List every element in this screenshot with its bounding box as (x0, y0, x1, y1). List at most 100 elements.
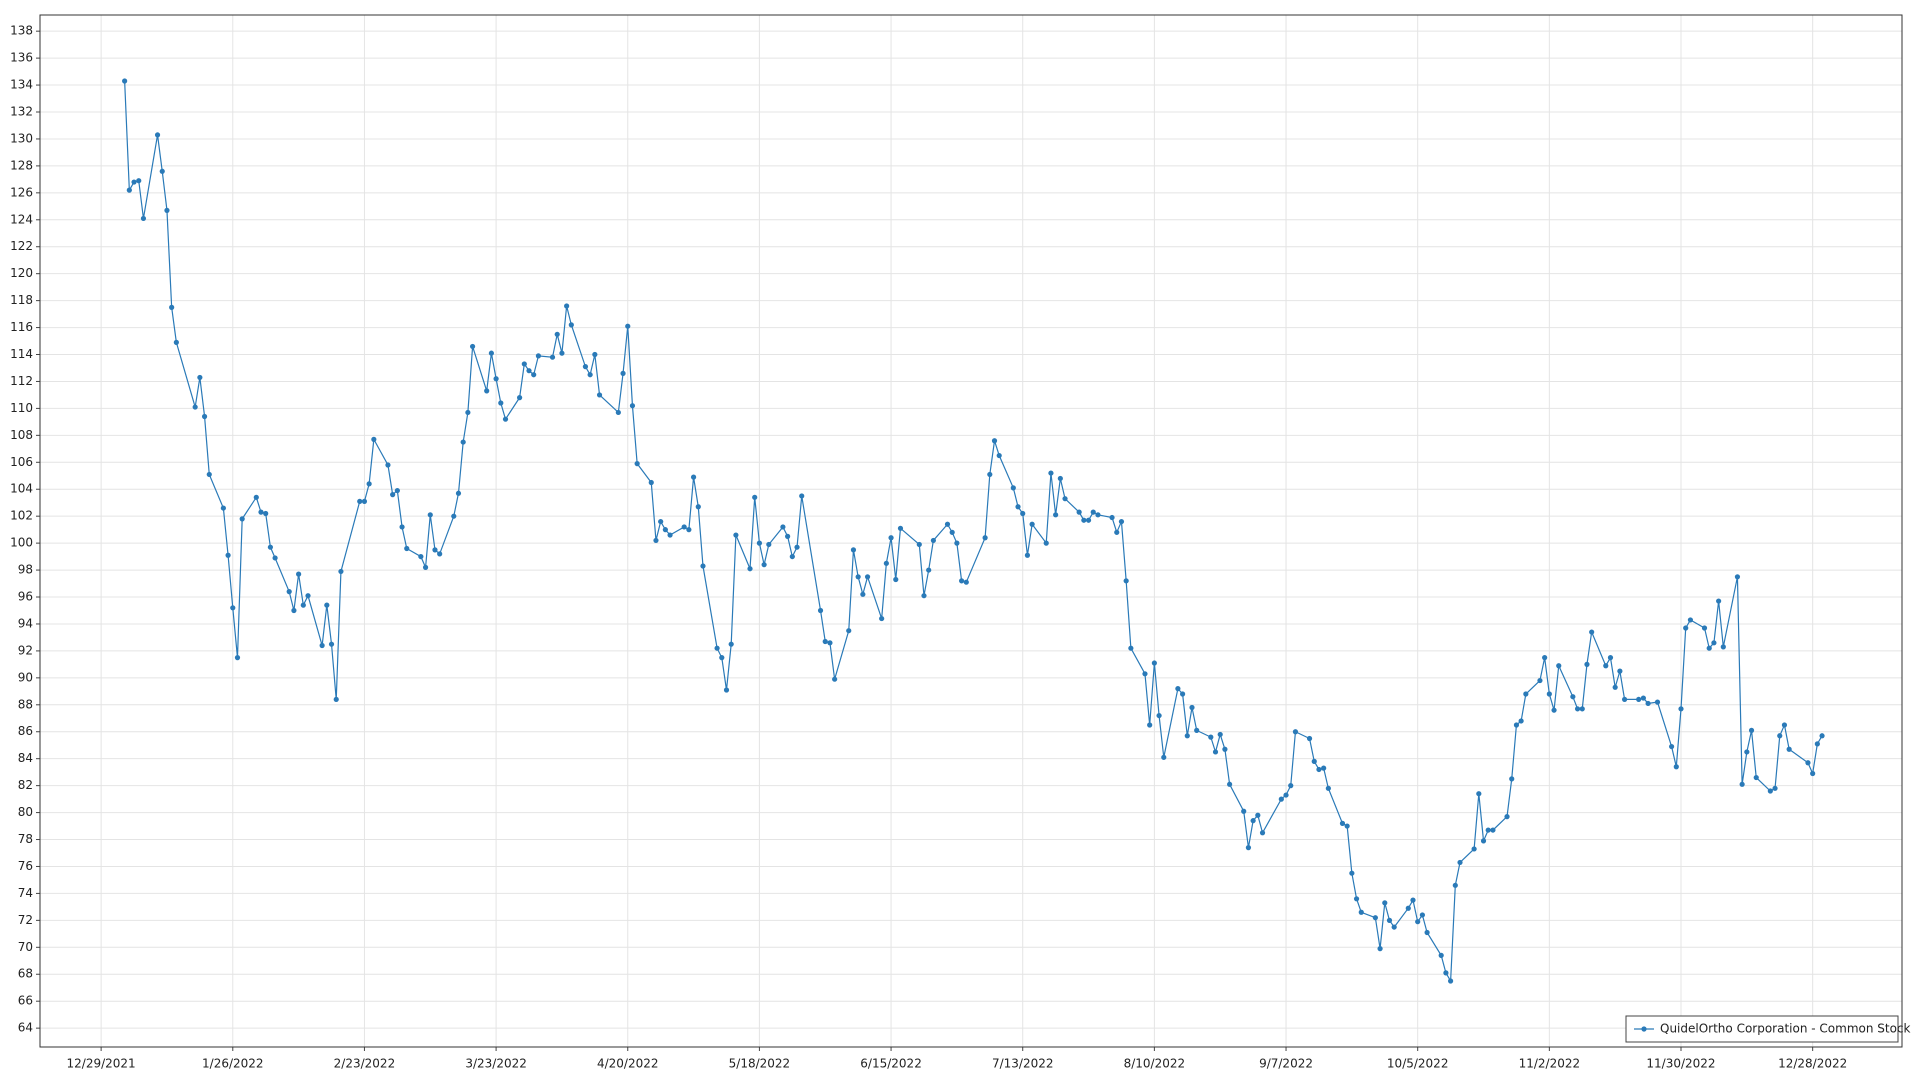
x-tick-label: 8/10/2022 (1124, 1057, 1186, 1071)
y-tick-label: 122 (10, 239, 33, 253)
data-point (1748, 727, 1755, 733)
data-point (996, 452, 1002, 459)
y-tick-label: 112 (10, 374, 33, 388)
data-point (587, 372, 593, 378)
data-point (1471, 846, 1477, 852)
y-tick-label: 128 (10, 158, 33, 172)
data-point (333, 696, 339, 703)
data-point (883, 560, 889, 566)
data-point (366, 481, 372, 487)
data-point (559, 350, 565, 356)
data-point (394, 487, 400, 494)
data-point (1485, 827, 1491, 833)
x-tick-label: 2/23/2022 (334, 1057, 396, 1071)
data-point (1781, 722, 1788, 728)
data-point (568, 322, 574, 328)
data-point (1015, 504, 1021, 510)
data-point (296, 571, 302, 577)
data-point (1772, 785, 1778, 791)
data-point (1085, 517, 1092, 523)
data-point (1810, 770, 1816, 777)
data-point (1777, 733, 1783, 739)
data-point (667, 532, 673, 538)
data-point (154, 132, 161, 138)
data-point (1259, 830, 1266, 836)
data-point (987, 471, 993, 478)
y-tick-label: 64 (18, 1021, 33, 1035)
x-tick-label: 5/18/2022 (729, 1057, 791, 1071)
data-point (629, 403, 636, 409)
data-point (531, 372, 537, 378)
data-point (949, 529, 955, 535)
data-point (371, 436, 377, 442)
data-point (695, 504, 701, 510)
data-point (1584, 661, 1590, 667)
data-point (1645, 700, 1651, 707)
data-point (1617, 668, 1623, 674)
data-point (1184, 733, 1190, 739)
y-tick-label: 138 (10, 24, 33, 38)
data-point (1288, 783, 1294, 789)
y-tick-label: 74 (18, 886, 33, 900)
data-point (234, 655, 241, 661)
y-tick-label: 100 (10, 536, 33, 550)
data-point (1405, 905, 1411, 911)
data-point (1010, 485, 1016, 491)
data-point (1480, 838, 1487, 844)
data-point (954, 540, 960, 546)
data-point (1278, 796, 1284, 802)
x-tick-label: 11/30/2022 (1646, 1057, 1715, 1071)
y-tick-label: 78 (18, 832, 33, 846)
data-point (498, 400, 504, 406)
y-tick-label: 88 (18, 697, 33, 711)
data-point (1081, 517, 1087, 523)
x-tick-label: 12/29/2021 (67, 1057, 136, 1071)
data-point (1448, 978, 1454, 984)
data-point (799, 493, 805, 499)
data-point (291, 607, 297, 614)
data-point (1062, 496, 1068, 502)
data-point (272, 555, 278, 561)
data-point (1419, 912, 1425, 918)
data-point (756, 540, 763, 546)
data-point (1048, 470, 1054, 476)
data-point (286, 589, 292, 595)
data-point (1255, 812, 1261, 818)
data-point (385, 462, 391, 468)
y-tick-label: 130 (10, 131, 33, 145)
legend: QuidelOrtho Corporation - Common Stock (1625, 1015, 1911, 1043)
data-point (864, 574, 871, 580)
data-point (230, 605, 236, 611)
data-point (1151, 660, 1157, 666)
x-tick-label: 12/28/2022 (1778, 1057, 1847, 1071)
data-point (686, 527, 692, 533)
data-point (1386, 917, 1393, 923)
data-point (817, 607, 824, 614)
data-point (1579, 706, 1585, 712)
data-point (1123, 578, 1129, 584)
data-point (1701, 625, 1708, 631)
data-point (305, 593, 311, 599)
y-tick-label: 90 (18, 670, 33, 684)
data-point (1217, 731, 1223, 738)
data-point (893, 576, 899, 583)
data-point (662, 527, 668, 533)
data-point (653, 537, 659, 544)
y-tick-label: 80 (18, 805, 33, 819)
data-point (324, 602, 330, 608)
legend-marker (1641, 1026, 1647, 1032)
data-point (582, 364, 589, 370)
data-point (625, 323, 631, 329)
data-point (1523, 691, 1529, 697)
data-point (1344, 823, 1350, 829)
data-point (1415, 919, 1421, 925)
data-point (1542, 655, 1548, 661)
data-point (1711, 640, 1717, 646)
data-point (126, 187, 132, 193)
data-point (1156, 712, 1162, 719)
data-point (1212, 749, 1219, 755)
data-point (1509, 776, 1515, 782)
data-point (1053, 512, 1059, 518)
y-tick-label: 132 (10, 105, 33, 119)
data-point (1504, 814, 1510, 820)
